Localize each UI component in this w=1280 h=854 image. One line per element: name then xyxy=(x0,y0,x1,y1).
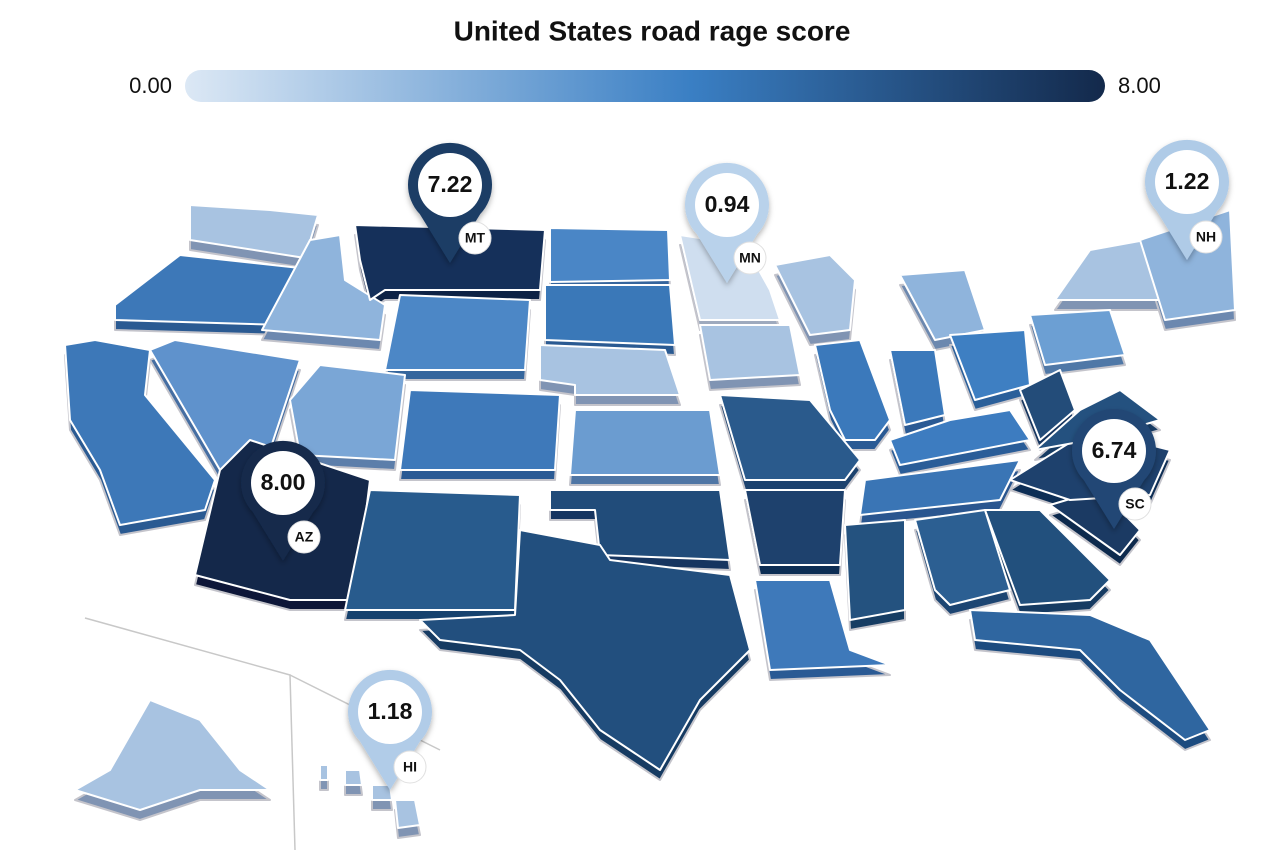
state-shape xyxy=(344,489,521,611)
state-shape xyxy=(889,349,946,426)
pin-score: 7.22 xyxy=(428,171,473,197)
state-badge xyxy=(733,241,767,275)
scale-min-label: 0.00 xyxy=(129,73,172,98)
state-shape xyxy=(984,509,1111,606)
pin-face xyxy=(1082,419,1146,483)
pins: 7.22 MT 0.94 MN 1.22 NH 8.00 AZ 6.74 SC 1.18 HI xyxy=(241,139,1229,790)
state-shape xyxy=(539,344,681,396)
pin-face xyxy=(1155,150,1219,214)
state-shape xyxy=(1019,369,1076,441)
pin-score: 1.22 xyxy=(1165,168,1210,194)
pin-face xyxy=(251,451,315,515)
state-shape xyxy=(544,284,676,346)
state-shape xyxy=(189,204,319,259)
pin-face xyxy=(695,173,759,237)
state-code: MN xyxy=(739,250,761,266)
state-shape xyxy=(699,324,801,381)
state-shape xyxy=(394,799,421,829)
state-shape xyxy=(914,509,1011,606)
state-shape xyxy=(289,364,406,461)
state-shape xyxy=(319,764,329,781)
state-shape xyxy=(384,294,531,371)
state-badge xyxy=(287,520,321,554)
pin-score: 1.18 xyxy=(368,698,413,724)
state-shape xyxy=(64,339,216,526)
state-shape xyxy=(889,409,1031,466)
state-shape xyxy=(969,609,1211,741)
state-shape xyxy=(344,769,363,786)
state-shape xyxy=(719,394,861,481)
pin-face xyxy=(358,680,422,744)
state-shape xyxy=(549,227,671,283)
state-shape xyxy=(744,489,846,566)
state-shape xyxy=(371,784,393,801)
state-shape xyxy=(844,519,906,621)
state-shape xyxy=(754,579,891,671)
state-badge xyxy=(1189,220,1223,254)
state-shape xyxy=(74,699,271,811)
state-shape xyxy=(774,254,856,336)
state-shape xyxy=(149,339,301,471)
state-shape xyxy=(899,269,986,341)
pin-score: 0.94 xyxy=(705,191,750,217)
color-scale xyxy=(185,70,1105,102)
state-shape xyxy=(1029,309,1126,366)
title: United States road rage score xyxy=(454,15,851,46)
pin-score: 6.74 xyxy=(1092,437,1137,463)
state-shape xyxy=(261,234,386,341)
scale-max-label: 8.00 xyxy=(1118,73,1161,98)
state-badge xyxy=(458,221,492,255)
state-shape xyxy=(419,529,751,771)
state-shape xyxy=(859,459,1021,516)
state-code: MT xyxy=(465,230,486,246)
state-code: AZ xyxy=(295,529,314,545)
state-badge xyxy=(393,750,427,784)
state-shape xyxy=(814,339,891,441)
pin-score: 8.00 xyxy=(261,469,306,495)
state-shape xyxy=(569,409,721,476)
state-code: SC xyxy=(1125,496,1144,512)
state-badge xyxy=(1118,487,1152,521)
state-shape xyxy=(399,389,561,471)
state-code: NH xyxy=(1196,229,1216,245)
pin-face xyxy=(418,153,482,217)
state-code: HI xyxy=(403,759,417,775)
